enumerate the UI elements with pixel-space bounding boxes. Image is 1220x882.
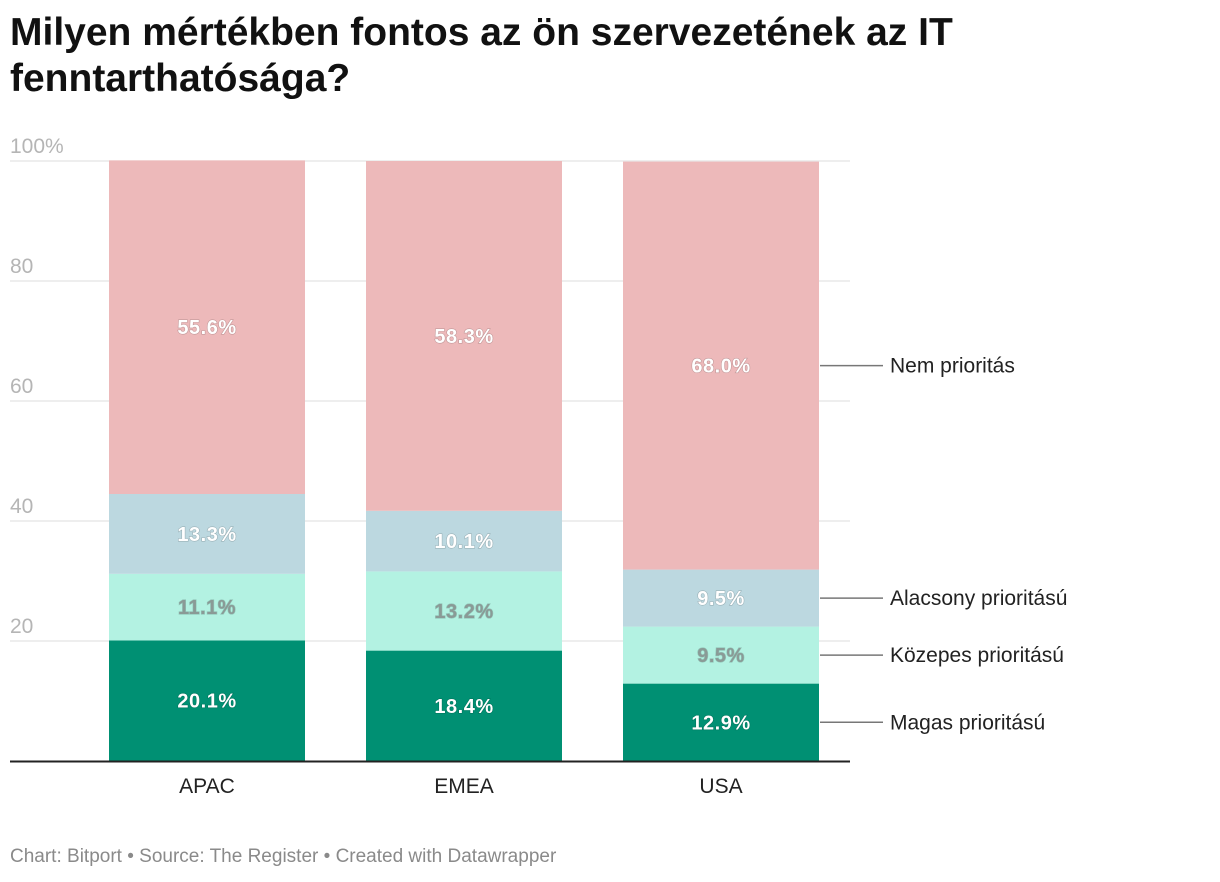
y-tick-label: 60 [10, 375, 33, 398]
separator: • [127, 846, 134, 867]
x-axis-categories: APAC EMEA USA [179, 775, 742, 798]
source-credit: Source: The Register [139, 846, 319, 867]
datawrapper-credit: Created with Datawrapper [335, 846, 557, 867]
bar-segment [109, 160, 305, 494]
legend-label: Közepes prioritású [890, 644, 1064, 667]
data-label: 11.1% [178, 597, 236, 619]
y-tick-label: 40 [10, 495, 33, 518]
data-label: 68.0% [691, 356, 750, 378]
data-label: 18.4% [434, 696, 493, 718]
value-labels: 20.1% 11.1% 13.3% 55.6% 18.4% 13.2% 10.1% 58.3%… [177, 317, 751, 735]
separator: • [323, 846, 331, 867]
bar-segment [623, 569, 819, 627]
chart-credit: Chart: Bitport [10, 846, 122, 867]
y-tick-label: 20 [10, 615, 33, 638]
data-label: 55.6% [177, 317, 236, 339]
y-tick-label: 80 [10, 255, 33, 278]
y-tick-label: 100% [10, 135, 64, 158]
legend-label: Magas prioritású [890, 711, 1045, 734]
bar-segment [623, 161, 819, 570]
data-label: 12.9% [691, 712, 750, 734]
data-label: 13.2% [434, 601, 493, 623]
bar-segment [623, 626, 819, 684]
chart-title: Milyen mértékben fontos az ön szervezeté… [10, 11, 953, 100]
data-label: 9.5% [697, 645, 745, 667]
bar-segment [109, 573, 305, 641]
bar-segment [366, 510, 562, 572]
legend: Magas prioritású Közepes prioritású Alacso… [820, 355, 1067, 734]
bar-segment [623, 683, 819, 761]
legend-label: Nem prioritás [890, 355, 1015, 378]
bar-segment [366, 571, 562, 651]
x-category-label: EMEA [434, 775, 494, 798]
bar-segment [109, 494, 305, 574]
data-label: 20.1% [177, 691, 236, 713]
data-label: 13.3% [177, 524, 236, 546]
footer-credits: Chart: Bitport • Source: The Register • … [10, 846, 556, 868]
bars [109, 160, 819, 761]
data-label: 58.3% [434, 326, 493, 348]
y-axis-ticks: 20 40 60 80 100% [10, 135, 64, 638]
bar-segment [366, 161, 562, 511]
bar-segment [109, 640, 305, 761]
data-label: 9.5% [697, 588, 745, 610]
x-category-label: USA [699, 775, 742, 798]
data-label: 10.1% [434, 531, 493, 553]
legend-label: Alacsony prioritású [890, 587, 1067, 610]
bar-segment [366, 650, 562, 761]
x-category-label: APAC [179, 775, 235, 798]
